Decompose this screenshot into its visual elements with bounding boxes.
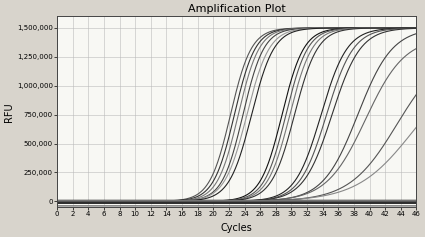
Y-axis label: RFU: RFU (4, 102, 14, 122)
X-axis label: Cycles: Cycles (221, 223, 252, 233)
Title: Amplification Plot: Amplification Plot (188, 4, 286, 14)
